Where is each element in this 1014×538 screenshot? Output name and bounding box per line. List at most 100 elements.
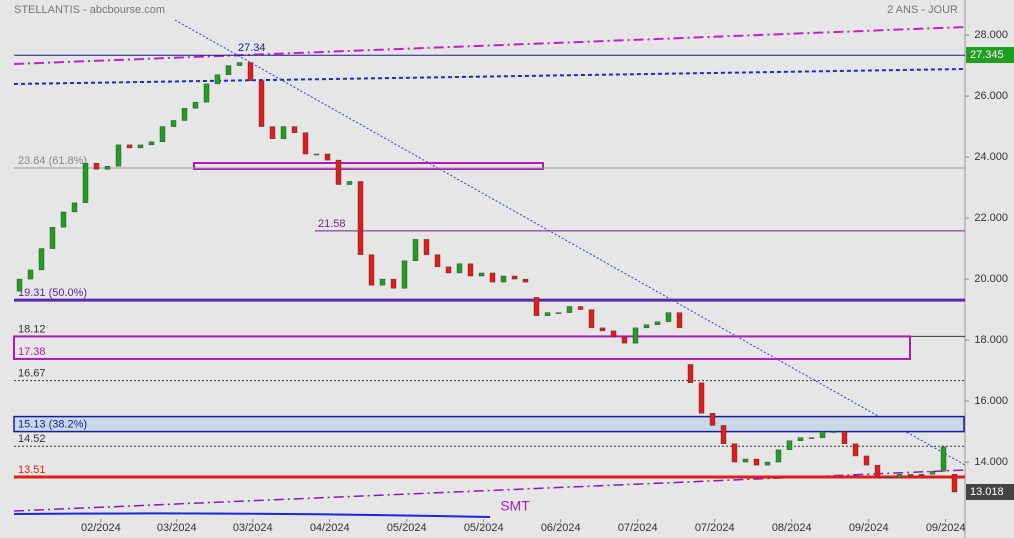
candle-body [566,306,573,313]
x-tick-label: 03/2024 [157,522,197,534]
candle-body [698,382,705,414]
candle-body [632,327,639,344]
candle-body [918,474,925,476]
candle-body [896,474,903,478]
candle-body [511,275,518,280]
x-tick-label: 09/2024 [926,522,966,534]
candle-body [467,263,474,277]
candle-body [313,153,320,156]
price-marker-label: 13.018 [970,486,1004,498]
level-label: 23.64 (61.8%) [18,155,87,167]
y-tick-label: 28.000 [974,29,1008,41]
candle-body [60,211,67,228]
y-tick-label: 24.000 [974,151,1008,163]
zone [13,415,965,433]
candle-body [423,239,430,255]
candle-body [38,248,45,271]
level-label: 16.67 [18,368,46,380]
candle-body [159,126,166,143]
candle-body [16,278,23,292]
candle-body [665,312,672,322]
candle-body [874,464,881,478]
level-label: 27.34 [238,42,266,54]
level-label: 18.12 [18,323,46,335]
candle-body [302,132,309,155]
chart-subtitle: 2 ANS - JOUR [887,4,958,16]
candle-body [335,159,342,185]
candle-body [236,62,243,66]
candle-body [676,312,683,329]
candle-body [643,324,650,329]
candle-body [786,440,793,451]
candle-body [489,272,496,283]
candle-body [753,458,760,466]
zone [13,335,911,360]
candle-body [929,471,936,475]
candle-body [555,312,562,314]
candle-body [456,263,463,274]
candle-body [808,437,815,439]
candle-body [357,181,364,255]
zone [193,162,544,170]
trend-line [13,26,966,65]
candle-body [797,437,804,441]
level-label: 17.38 [18,346,46,358]
candle-body [49,227,56,249]
candle-body [434,254,441,268]
y-tick-label: 18.000 [974,334,1008,346]
trend-line [13,512,491,518]
candle-body [401,260,408,289]
x-tick-label: 06/2024 [541,522,581,534]
y-tick-label: 16.000 [974,395,1008,407]
candle-body [940,446,947,472]
candle-body [687,364,694,383]
candle-body [368,254,375,286]
candle-body [291,126,298,133]
level-label: 14.52 [18,433,46,445]
candle-body [258,80,265,127]
candle-body [577,306,584,310]
candle-body [247,62,254,82]
x-tick-label: 09/2024 [849,522,889,534]
x-tick-label: 03/2024 [233,522,273,534]
x-tick-label: 05/2024 [387,522,427,534]
candle-body [610,330,617,338]
candle-body [588,309,595,329]
candle-body [819,431,826,438]
candle-body [214,74,221,85]
x-tick-label: 07/2024 [618,522,658,534]
x-tick-label: 07/2024 [695,522,735,534]
candle-body [115,144,122,167]
candle-body [478,272,485,277]
price-marker [966,484,1014,501]
candle-body [225,65,232,75]
level-label: 19.31 (50.0%) [18,287,87,299]
x-tick-label: 04/2024 [310,522,350,534]
candle-body [830,431,837,433]
candle-body [192,101,199,109]
candle-body [522,278,529,283]
candle-body [324,153,331,161]
trend-line [13,469,966,512]
y-tick-label: 26.000 [974,90,1008,102]
candle-body [533,297,540,316]
x-tick-label: 02/2024 [81,522,121,534]
candle-body [841,431,848,444]
candle-body [852,443,859,457]
trend-line [174,19,966,466]
candle-body [181,108,188,121]
candle-body [412,239,419,261]
candle-body [885,477,892,479]
candle-body [654,321,661,326]
trend-line [13,68,966,85]
price-marker-label: 27.345 [970,49,1004,61]
annotation: SMT [500,498,530,514]
candle-body [126,144,133,149]
candle-body [71,202,78,213]
candle-body [104,166,111,170]
level-label: 15.13 (38.2%) [18,419,87,431]
y-tick-label: 14.000 [974,456,1008,468]
price-marker [966,47,1014,64]
candle-body [137,144,144,149]
y-tick-label: 20.000 [974,273,1008,285]
